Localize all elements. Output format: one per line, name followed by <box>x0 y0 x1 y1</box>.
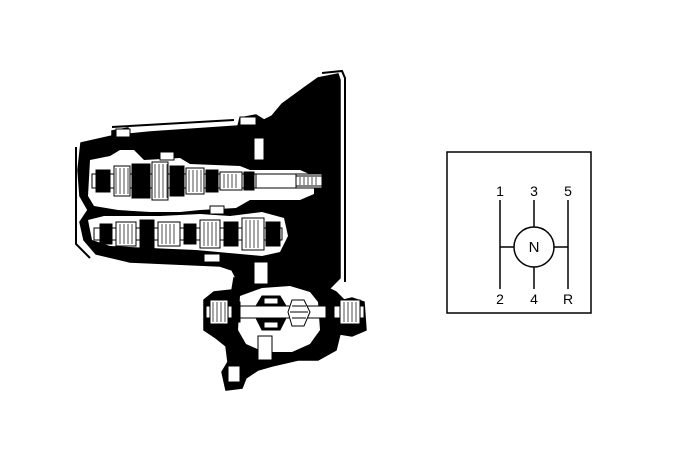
counter-shaft-teeth <box>119 220 259 248</box>
gear-label-1: 1 <box>496 183 504 199</box>
shift-pattern-frame <box>446 151 592 314</box>
gear-label-r: R <box>563 291 573 307</box>
input-shaft <box>91 161 323 201</box>
differential-gears <box>255 295 311 331</box>
transmission-cutaway-icon <box>75 69 367 391</box>
ring-gear <box>227 261 273 383</box>
axle-splines <box>212 302 357 322</box>
gear-label-2: 2 <box>496 291 504 307</box>
gear-label-3: 3 <box>530 183 538 199</box>
housing-outline <box>75 69 346 282</box>
shift-bosses <box>115 116 265 263</box>
input-shaft-teeth <box>115 164 317 198</box>
output-axle <box>205 299 365 325</box>
gear-label-4: 4 <box>530 291 538 307</box>
neutral-label: N <box>529 239 540 256</box>
counter-shaft <box>93 217 283 251</box>
gear-label-5: 5 <box>564 183 572 199</box>
shift-pattern-diagram: N 1 3 5 2 4 R <box>446 151 592 314</box>
neutral-circle <box>513 226 555 268</box>
